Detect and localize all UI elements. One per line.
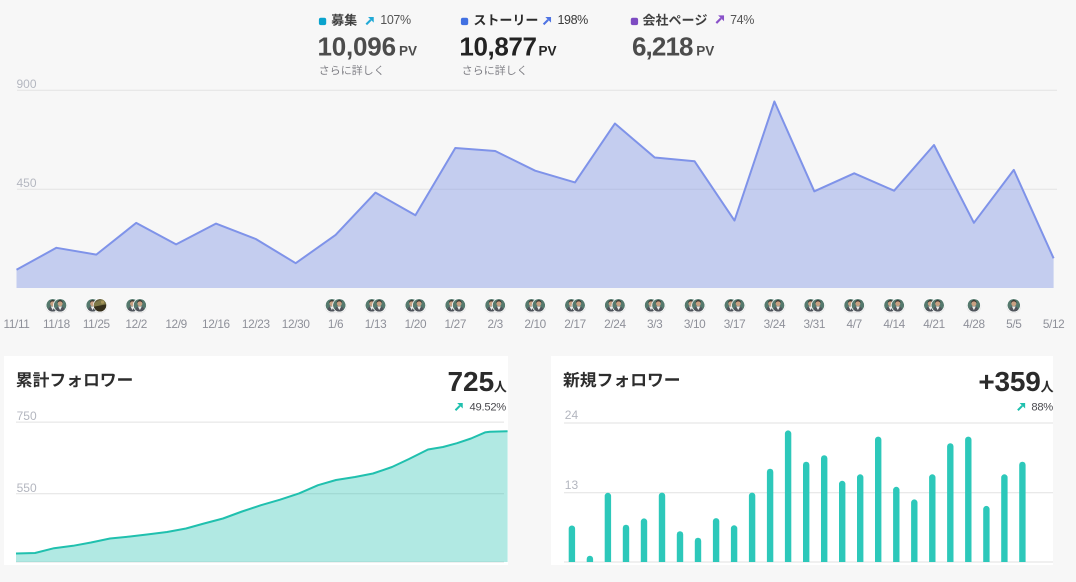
svg-text:900: 900 — [17, 77, 37, 91]
svg-text:12/16: 12/16 — [202, 317, 231, 331]
svg-text:550: 550 — [17, 481, 37, 495]
svg-text:10,096: 10,096 — [318, 31, 396, 61]
svg-text:750: 750 — [17, 409, 37, 423]
svg-text:11/25: 11/25 — [83, 317, 111, 331]
svg-text:3/24: 3/24 — [764, 317, 786, 331]
svg-text:2/24: 2/24 — [604, 317, 626, 331]
svg-text:4/21: 4/21 — [923, 317, 945, 331]
svg-text:12/30: 12/30 — [282, 317, 311, 331]
svg-text:1/13: 1/13 — [365, 317, 387, 331]
svg-text:11/11: 11/11 — [3, 317, 29, 331]
svg-text:450: 450 — [17, 176, 37, 190]
svg-text:107%: 107% — [380, 13, 411, 27]
svg-text:11/18: 11/18 — [43, 317, 71, 331]
svg-text:2/3: 2/3 — [488, 317, 504, 331]
svg-text:5/5: 5/5 — [1006, 317, 1022, 331]
svg-text:4/28: 4/28 — [963, 317, 985, 331]
svg-text:13: 13 — [565, 478, 579, 492]
svg-text:88%: 88% — [1031, 402, 1053, 414]
svg-text:3/3: 3/3 — [647, 317, 663, 331]
svg-text:12/9: 12/9 — [165, 317, 187, 331]
svg-text:PV: PV — [399, 43, 417, 58]
svg-text:3/31: 3/31 — [804, 317, 826, 331]
svg-text:4/14: 4/14 — [883, 317, 905, 331]
svg-text:12/2: 12/2 — [125, 317, 147, 331]
svg-text:24: 24 — [565, 408, 579, 422]
svg-text:10,877: 10,877 — [459, 31, 536, 61]
svg-text:2/17: 2/17 — [564, 317, 586, 331]
svg-text:PV: PV — [539, 43, 557, 58]
svg-text:1/27: 1/27 — [445, 317, 467, 331]
svg-text:1/6: 1/6 — [328, 317, 344, 331]
svg-text:PV: PV — [696, 43, 714, 58]
svg-text:12/23: 12/23 — [242, 317, 271, 331]
svg-text:3/17: 3/17 — [724, 317, 746, 331]
svg-text:725: 725 — [447, 366, 494, 397]
svg-text:4/7: 4/7 — [847, 317, 862, 331]
svg-text:+359: +359 — [978, 366, 1040, 397]
svg-text:6,218: 6,218 — [632, 31, 693, 61]
svg-text:2/10: 2/10 — [524, 317, 546, 331]
svg-text:5/12: 5/12 — [1043, 317, 1065, 331]
svg-text:1/20: 1/20 — [405, 317, 427, 331]
svg-text:74%: 74% — [730, 13, 754, 27]
svg-text:3/10: 3/10 — [684, 317, 706, 331]
svg-text:198%: 198% — [558, 13, 589, 27]
svg-text:49.52%: 49.52% — [470, 402, 507, 414]
